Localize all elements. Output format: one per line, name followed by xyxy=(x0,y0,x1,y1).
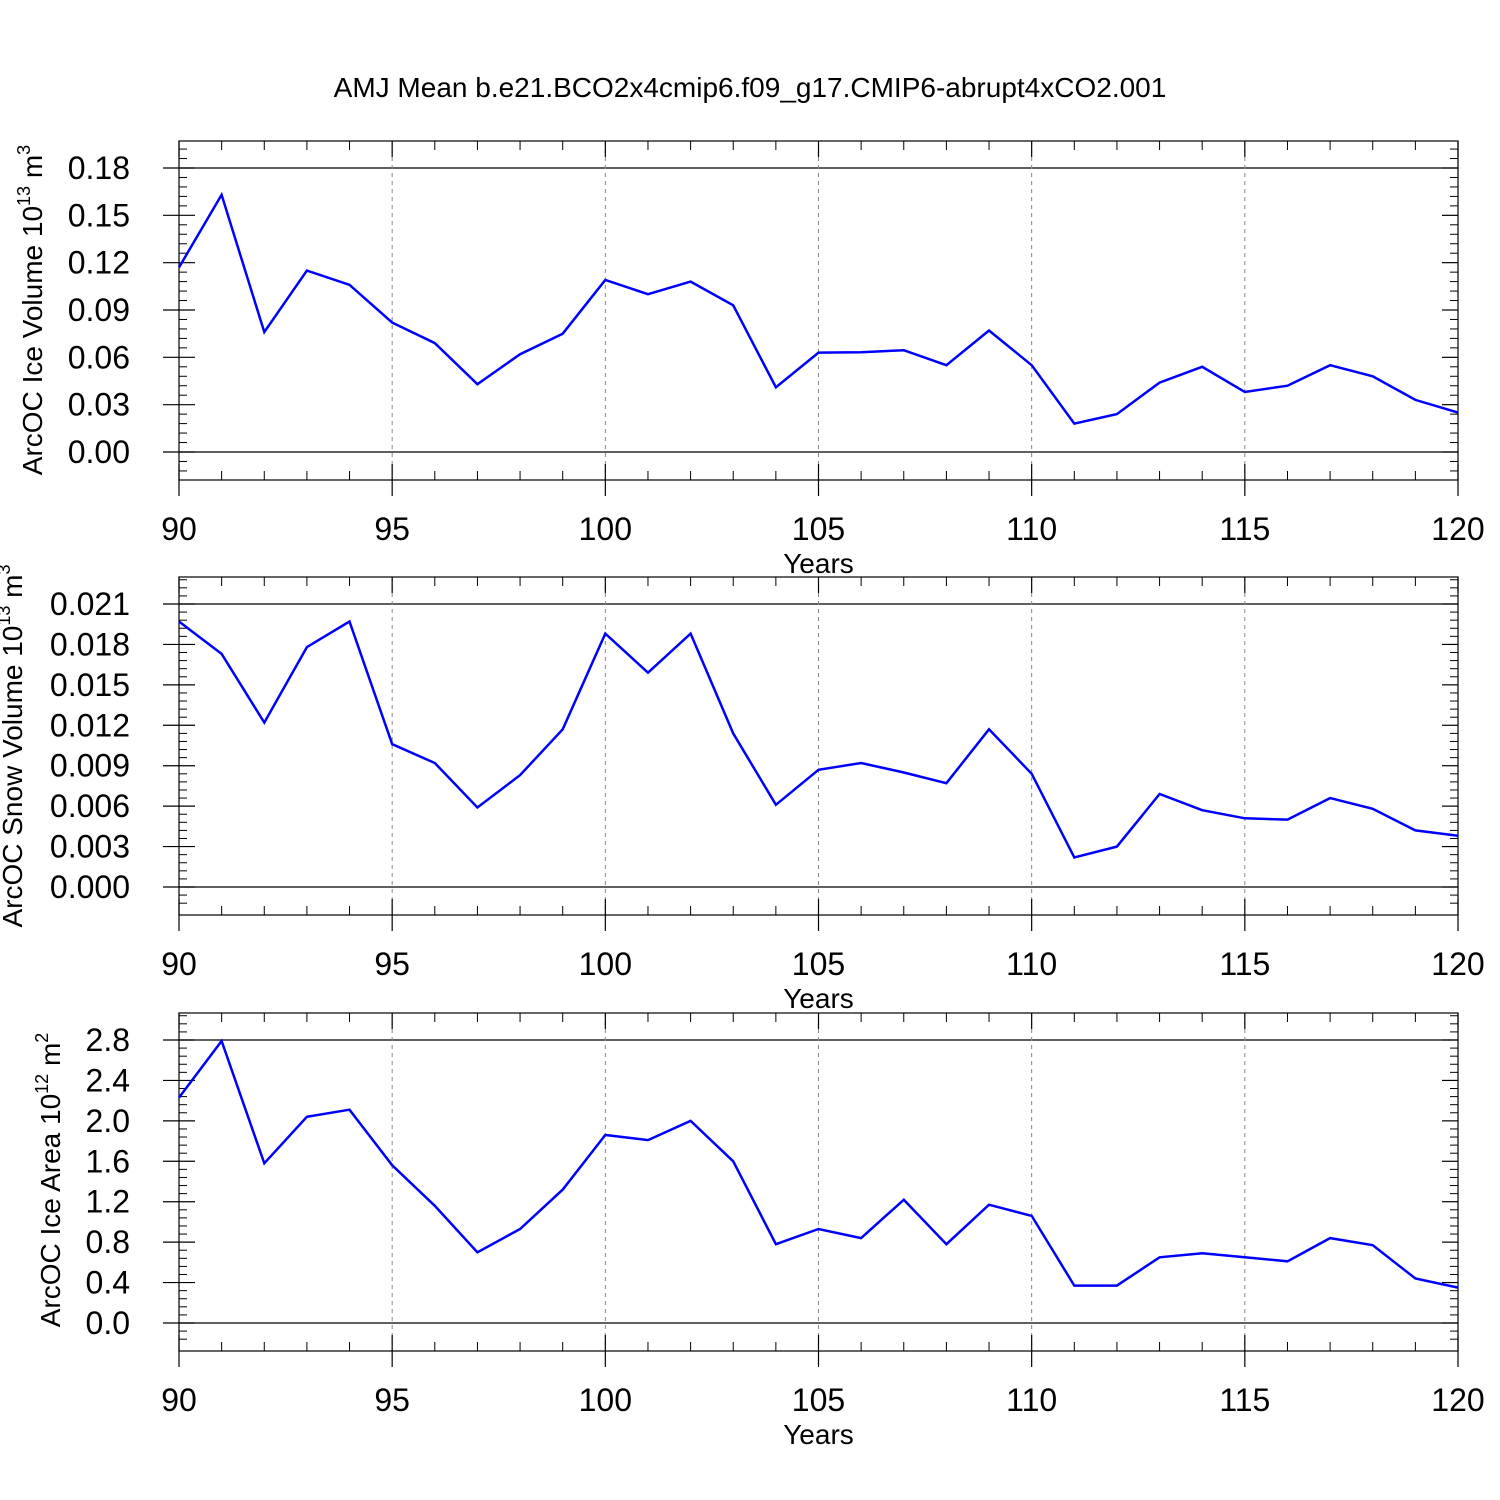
y-tick-label: 0.0 xyxy=(86,1305,130,1341)
y-axis-title: ArcOC Ice Volume 1013 m3 xyxy=(14,145,48,475)
y-tick-label: 0.015 xyxy=(50,667,130,703)
y-tick-label: 0.18 xyxy=(68,150,130,186)
y-tick-label: 0.15 xyxy=(68,197,130,233)
y-axis-title: ArcOC Snow Volume 1013 m3 xyxy=(0,564,28,927)
x-tick-label: 105 xyxy=(792,946,845,982)
y-tick-label: 0.021 xyxy=(50,586,130,622)
y-tick-label: 0.09 xyxy=(68,292,130,328)
y-tick-label: 0.4 xyxy=(86,1265,130,1301)
x-tick-label: 95 xyxy=(374,1382,410,1418)
x-tick-label: 90 xyxy=(161,1382,197,1418)
y-tick-label: 0.003 xyxy=(50,829,130,865)
x-tick-label: 100 xyxy=(579,1382,632,1418)
y-tick-label: 2.4 xyxy=(86,1062,130,1098)
y-tick-label: 0.006 xyxy=(50,788,130,824)
y-tick-label: 0.000 xyxy=(50,869,130,905)
panel-ice-area: 90 95 100 105 110 115 120 0.0 0.4 0.8 1.2 1.6 2.0 2.4… xyxy=(32,1012,1485,1450)
y-axis-title: ArcOC Ice Area 1012 m2 xyxy=(32,1033,66,1328)
chart-title: AMJ Mean b.e21.BCO2x4cmip6.f09_g17.CMIP6… xyxy=(333,72,1167,103)
y-tick-label: 0.03 xyxy=(68,387,130,423)
x-tick-label: 105 xyxy=(792,511,845,547)
panel-snow-volume: 90 95 100 105 110 115 120 0.000 0.003 0.006 0.009 0… xyxy=(0,564,1485,1014)
y-tick-label: 1.6 xyxy=(86,1143,130,1179)
y-tick-label: 0.00 xyxy=(68,434,130,470)
x-tick-label: 100 xyxy=(579,946,632,982)
x-tick-label: 120 xyxy=(1431,1382,1484,1418)
y-tick-label: 0.009 xyxy=(50,748,130,784)
x-axis-title: Years xyxy=(783,1419,854,1450)
x-tick-label: 110 xyxy=(1006,511,1057,547)
x-tick-label: 115 xyxy=(1219,1382,1270,1418)
x-tick-label: 120 xyxy=(1431,946,1484,982)
x-tick-label: 120 xyxy=(1431,511,1484,547)
y-tick-label: 0.8 xyxy=(86,1224,130,1260)
x-tick-label: 105 xyxy=(792,1382,845,1418)
panel-ice-volume: 90 95 100 105 110 115 120 0.00 0.03 0.06 0.09 0.12 0… xyxy=(14,140,1485,579)
x-tick-label: 90 xyxy=(161,511,197,547)
y-tick-label: 0.12 xyxy=(68,245,130,281)
x-tick-label: 90 xyxy=(161,946,197,982)
y-tick-label: 0.018 xyxy=(50,626,130,662)
y-tick-label: 2.0 xyxy=(86,1103,130,1139)
x-tick-label: 115 xyxy=(1219,511,1270,547)
x-tick-label: 100 xyxy=(579,511,632,547)
x-tick-label: 110 xyxy=(1006,946,1057,982)
y-tick-label: 0.06 xyxy=(68,339,130,375)
x-tick-label: 95 xyxy=(374,511,410,547)
y-tick-label: 2.8 xyxy=(86,1022,130,1058)
y-tick-label: 1.2 xyxy=(86,1184,130,1220)
x-axis-title: Years xyxy=(783,548,854,579)
x-tick-label: 115 xyxy=(1219,946,1270,982)
x-tick-label: 95 xyxy=(374,946,410,982)
x-axis-title: Years xyxy=(783,983,854,1014)
y-tick-label: 0.012 xyxy=(50,707,130,743)
x-tick-label: 110 xyxy=(1006,1382,1057,1418)
